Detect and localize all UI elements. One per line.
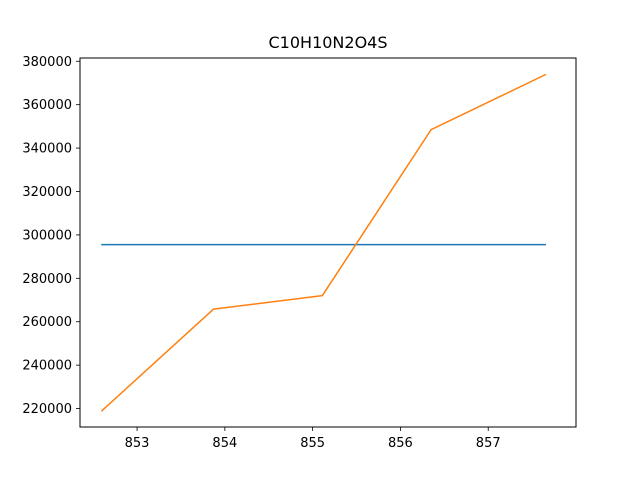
y-tick-label: 380000: [22, 55, 72, 70]
chart-title: C10H10N2O4S: [269, 33, 388, 52]
x-tick-label: 856: [388, 436, 413, 451]
y-tick-label: 240000: [22, 359, 72, 374]
y-tick-label: 260000: [22, 315, 72, 330]
x-tick-label: 855: [300, 436, 325, 451]
plot-area-frame: [79, 57, 577, 428]
y-tick-label: 340000: [22, 142, 72, 157]
x-tick-label: 857: [476, 436, 501, 451]
y-tick-label: 300000: [22, 228, 72, 243]
y-tick-label: 320000: [22, 185, 72, 200]
series-line-2: [100, 73, 547, 412]
y-tick-label: 220000: [22, 402, 72, 417]
x-tick-label: 854: [212, 436, 237, 451]
y-tick-label: 280000: [22, 272, 72, 287]
series-layer: [100, 73, 547, 412]
y-tick-label: 360000: [22, 98, 72, 113]
x-axis: 853 854 855 856 857: [125, 427, 501, 451]
y-axis: 220000 240000 260000 280000 300000 320000 3400…: [22, 55, 80, 417]
x-tick-label: 853: [125, 436, 150, 451]
